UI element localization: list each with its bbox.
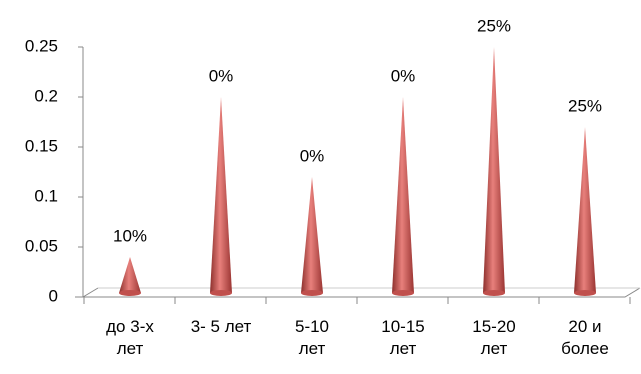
x-tick-label: 5-10 лет: [294, 317, 330, 358]
floor: [82, 287, 99, 298]
x-tick-label: 3- 5 лет: [190, 317, 252, 336]
data-label: 10%: [113, 226, 147, 245]
cone-base: [301, 290, 323, 296]
cone-base: [119, 290, 141, 296]
data-label: 25%: [568, 96, 602, 115]
cone-base: [210, 290, 232, 296]
cone-base: [392, 290, 414, 296]
cone: [210, 97, 232, 293]
y-tick-label: 0.2: [34, 86, 58, 105]
cone: [119, 257, 141, 293]
cone: [574, 127, 596, 293]
x-tick-label: 20 и более: [561, 317, 609, 358]
y-tick-label: 0.25: [25, 36, 58, 55]
x-tick-label: 15-20 лет: [472, 317, 516, 358]
x-tick-label: 10-15 лет: [381, 317, 425, 358]
cone: [301, 177, 323, 293]
x-tick-label: до 3-х лет: [106, 317, 154, 358]
data-label: 0%: [209, 66, 234, 85]
cone: [483, 47, 505, 293]
data-label: 25%: [477, 16, 511, 35]
y-tick-label: 0: [49, 286, 58, 305]
floor: [75, 287, 641, 298]
cone-base: [574, 290, 596, 296]
y-tick-label: 0.15: [25, 136, 58, 155]
data-label: 0%: [300, 146, 325, 165]
data-label: 0%: [391, 66, 416, 85]
y-tick-label: 0.1: [34, 186, 58, 205]
y-tick-label: 0.05: [25, 236, 58, 255]
cone-base: [483, 290, 505, 296]
cone: [392, 97, 414, 293]
